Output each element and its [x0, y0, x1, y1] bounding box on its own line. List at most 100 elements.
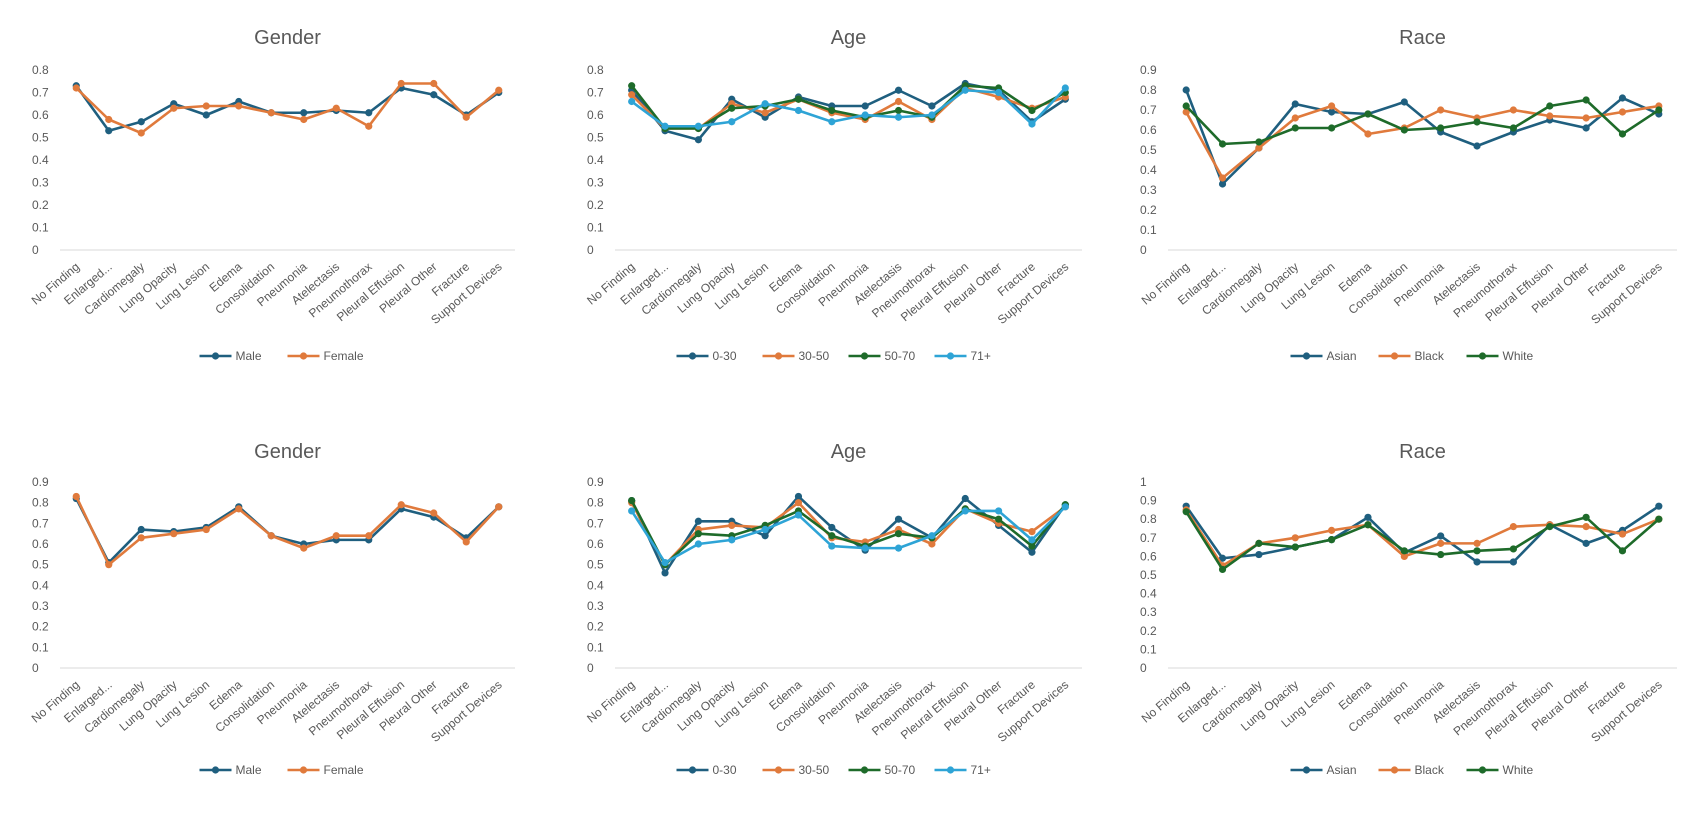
data-point [1218, 140, 1227, 148]
legend-swatch-marker [774, 766, 783, 774]
legend-label: 71+ [971, 763, 991, 777]
legend-label: 50-70 [885, 349, 916, 363]
y-tick-label: 0.7 [587, 86, 604, 100]
data-point [332, 532, 340, 540]
data-point [1400, 547, 1408, 555]
y-tick-label: 0.6 [32, 108, 49, 122]
y-tick-label: 1 [1140, 475, 1147, 489]
series-line [75, 495, 500, 566]
series-line [630, 505, 1067, 564]
data-point [1618, 530, 1627, 538]
legend-swatch-marker [860, 766, 869, 774]
data-point [694, 530, 702, 538]
data-point [300, 544, 308, 552]
data-point [235, 102, 243, 110]
data-point [1182, 102, 1190, 110]
data-point [1582, 539, 1590, 547]
legend-swatch-marker [688, 352, 697, 360]
series-black [1182, 506, 1663, 570]
data-point [828, 118, 836, 126]
data-point [1028, 542, 1036, 550]
data-point [661, 122, 669, 130]
data-point [137, 525, 145, 534]
data-point [1028, 536, 1036, 544]
legend-item: Male [199, 763, 262, 777]
data-point [495, 86, 503, 94]
data-point [861, 102, 869, 110]
data-point [1061, 84, 1069, 92]
legend-item: Asian [1290, 763, 1357, 777]
legend-label: 0-30 [713, 349, 737, 363]
data-point [1400, 126, 1408, 134]
data-point [397, 79, 405, 88]
y-tick-label: 0.7 [32, 86, 49, 100]
series-line [630, 82, 1067, 142]
data-point [170, 530, 178, 538]
legend-swatch-marker [1390, 352, 1399, 360]
y-tick-label: 0.3 [32, 176, 49, 190]
data-point [1182, 508, 1190, 516]
data-point [961, 494, 969, 503]
legend-item: 71+ [934, 763, 991, 777]
legend-swatch-marker [774, 352, 783, 360]
data-point [894, 113, 903, 121]
y-tick-label: 0.7 [1140, 531, 1157, 545]
legend-item: Black [1378, 763, 1445, 777]
data-point [1473, 558, 1481, 566]
data-point [1328, 124, 1336, 132]
data-point [105, 561, 113, 569]
data-point [628, 91, 636, 99]
series-white [1182, 96, 1663, 148]
data-point [1655, 502, 1663, 510]
data-point [794, 499, 803, 507]
data-point [1655, 515, 1663, 523]
series-line [1185, 511, 1660, 571]
series-female [72, 79, 503, 137]
legend: Asian Black White [1290, 349, 1534, 363]
data-point [1655, 106, 1663, 114]
data-point [1582, 124, 1590, 132]
data-point [1218, 174, 1227, 182]
y-tick-label: 0.3 [587, 599, 604, 613]
data-point [397, 501, 405, 509]
legend-swatch-marker [1478, 352, 1487, 360]
data-point [1291, 124, 1299, 132]
data-point [728, 536, 736, 544]
y-tick-label: 0.8 [32, 63, 49, 77]
data-point [1364, 521, 1372, 529]
y-tick-label: 0.8 [32, 496, 49, 510]
data-point [1618, 130, 1627, 138]
data-point [894, 106, 903, 115]
y-tick-label: 0.8 [587, 63, 604, 77]
legend-swatch-marker [299, 766, 308, 774]
data-point [894, 86, 903, 94]
y-tick-label: 0.5 [1140, 143, 1157, 157]
legend: 0-30 30-50 50-70 71+ [676, 349, 991, 363]
data-point [794, 95, 803, 103]
data-point [861, 111, 869, 119]
legend-item: Black [1378, 349, 1445, 363]
y-tick-label: 0.2 [32, 620, 49, 634]
y-tick-label: 0.8 [587, 496, 604, 510]
series-line [1185, 98, 1660, 146]
data-point [495, 503, 503, 511]
data-point [928, 532, 936, 540]
data-point [794, 106, 803, 115]
data-point [1437, 124, 1445, 132]
data-point [1582, 114, 1590, 122]
y-tick-label: 0.4 [32, 153, 49, 167]
y-tick-label: 0.1 [32, 221, 49, 235]
data-point [430, 79, 438, 88]
data-point [1509, 124, 1517, 132]
y-tick-label: 0.2 [587, 620, 604, 634]
legend-item: 30-50 [762, 349, 830, 363]
legend-swatch-marker [1302, 352, 1311, 360]
y-tick-label: 0 [1140, 243, 1147, 257]
data-point [1328, 108, 1336, 116]
series-black [1182, 102, 1663, 182]
data-point [928, 102, 936, 110]
y-tick-label: 0.3 [32, 599, 49, 613]
series-asian [1182, 502, 1663, 566]
